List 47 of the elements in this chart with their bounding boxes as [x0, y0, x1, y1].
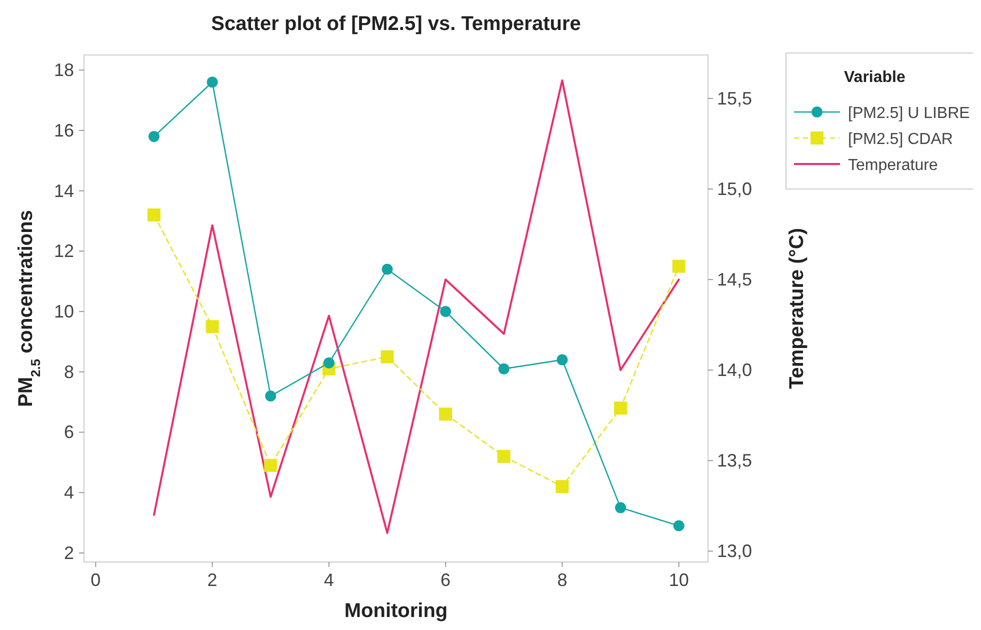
legend-label: [PM2.5] U LIBRE — [848, 105, 970, 122]
x-tick-label: 4 — [324, 570, 334, 590]
x-tick-label: 6 — [440, 570, 451, 590]
point — [147, 208, 160, 222]
point — [497, 450, 510, 463]
point — [556, 480, 569, 494]
y2-tick-label: 15,0 — [717, 178, 752, 199]
x-tick-label: 10 — [668, 570, 689, 590]
point — [382, 264, 393, 275]
y-tick-label: 16 — [54, 120, 74, 140]
y-tick-label: 10 — [54, 302, 74, 322]
y-tick-label: 4 — [64, 482, 74, 503]
x-tick-label: 2 — [207, 570, 218, 590]
y-tick-label: 14 — [54, 180, 74, 201]
point — [556, 354, 568, 366]
chart-title: Scatter plot of [PM2.5] vs. Temperature — [211, 13, 581, 35]
y-tick-label: 2 — [64, 542, 74, 563]
point — [673, 520, 684, 532]
y2-tick-label: 14,0 — [717, 360, 752, 380]
point — [380, 350, 394, 364]
y2-tick-label: 15,5 — [717, 88, 752, 108]
legend-label: [PM2.5] CDAR — [848, 131, 953, 148]
point — [498, 363, 510, 374]
y2-tick-label: 13,5 — [717, 450, 752, 471]
y-tick-label: 8 — [64, 362, 74, 382]
y-tick-label: 18 — [54, 60, 74, 80]
legend-label: Temperature — [848, 157, 938, 174]
point — [614, 402, 628, 415]
point — [264, 458, 278, 472]
x-tick-label: 8 — [557, 570, 568, 590]
point — [206, 76, 218, 88]
x-axis-title: Monitoring — [344, 600, 448, 622]
y2-tick-label: 14,5 — [717, 270, 752, 290]
x-tick-label: 0 — [90, 570, 101, 590]
point — [672, 260, 686, 273]
y2-tick-label: 13,0 — [717, 541, 752, 562]
point — [323, 357, 334, 368]
y2-axis-title: Temperature (°C) — [786, 228, 808, 389]
point — [265, 390, 276, 402]
y-tick-label: 6 — [64, 422, 74, 442]
point — [615, 502, 626, 514]
legend-title: Variable — [844, 69, 906, 86]
point — [206, 320, 219, 334]
point — [439, 408, 452, 421]
y-tick-label: 12 — [54, 241, 74, 262]
point — [440, 306, 452, 318]
point — [148, 130, 160, 142]
